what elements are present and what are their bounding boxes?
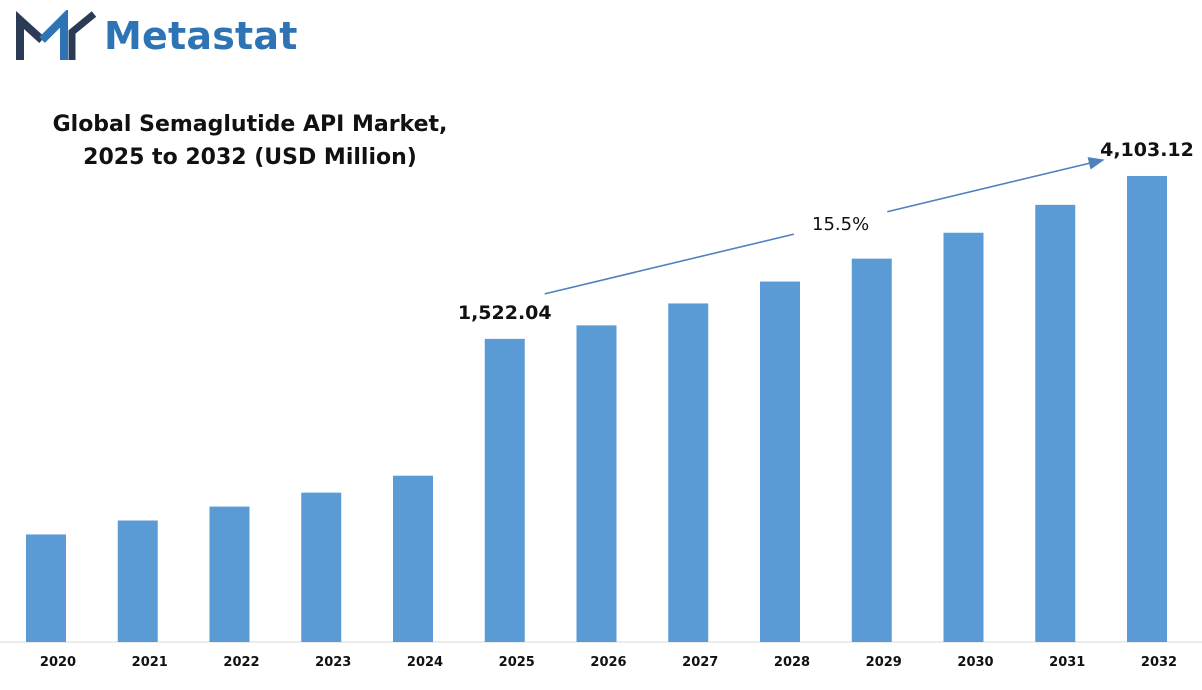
- x-tick-label-2024: 2024: [407, 655, 443, 670]
- metastat-m-logo-icon: [16, 10, 97, 60]
- bar-2027: [668, 303, 709, 642]
- cagr-label: 15.5%: [812, 214, 869, 235]
- data-label-2032: 4,103.12: [1100, 139, 1194, 161]
- brand-name: Metastat: [104, 14, 298, 58]
- x-tick-label-2031: 2031: [1049, 655, 1085, 670]
- x-tick-label-2032: 2032: [1141, 655, 1177, 670]
- x-tick-label-2021: 2021: [132, 655, 168, 670]
- bar-2026: [576, 325, 617, 642]
- bar-2031: [1035, 204, 1076, 642]
- x-tick-label-2027: 2027: [682, 655, 718, 670]
- x-tick-label-2022: 2022: [223, 655, 259, 670]
- chart-title-line-1: Global Semaglutide API Market,: [52, 112, 448, 137]
- bar-2032: [1127, 175, 1167, 643]
- data-label-2025: 1,522.04: [458, 302, 552, 324]
- cagr-arrow-segment-1: [544, 233, 795, 295]
- x-tick-label-2029: 2029: [866, 655, 902, 670]
- bar-2021: [117, 520, 158, 642]
- x-tick-label-2026: 2026: [590, 655, 626, 670]
- brand-logo: Metastat: [16, 8, 298, 64]
- chart-title-line-2: 2025 to 2032 (USD Million): [83, 145, 417, 170]
- bar-2029: [851, 258, 892, 642]
- bar-2028: [760, 281, 800, 642]
- x-tick-label-2025: 2025: [499, 655, 535, 670]
- chart-title: Global Semaglutide API Market, 2025 to 2…: [30, 108, 470, 174]
- bar-2022: [209, 506, 250, 642]
- bar-2025: [484, 338, 525, 642]
- bar-2030: [943, 232, 984, 643]
- bar-2024: [393, 475, 433, 642]
- x-tick-label-2023: 2023: [315, 655, 351, 670]
- bar-2023: [301, 492, 342, 642]
- cagr-arrow-segment-2: [887, 157, 1105, 213]
- x-tick-label-2028: 2028: [774, 655, 810, 670]
- x-tick-label-2030: 2030: [957, 655, 993, 670]
- bar-2020: [26, 534, 66, 642]
- x-tick-label-2020: 2020: [40, 655, 76, 670]
